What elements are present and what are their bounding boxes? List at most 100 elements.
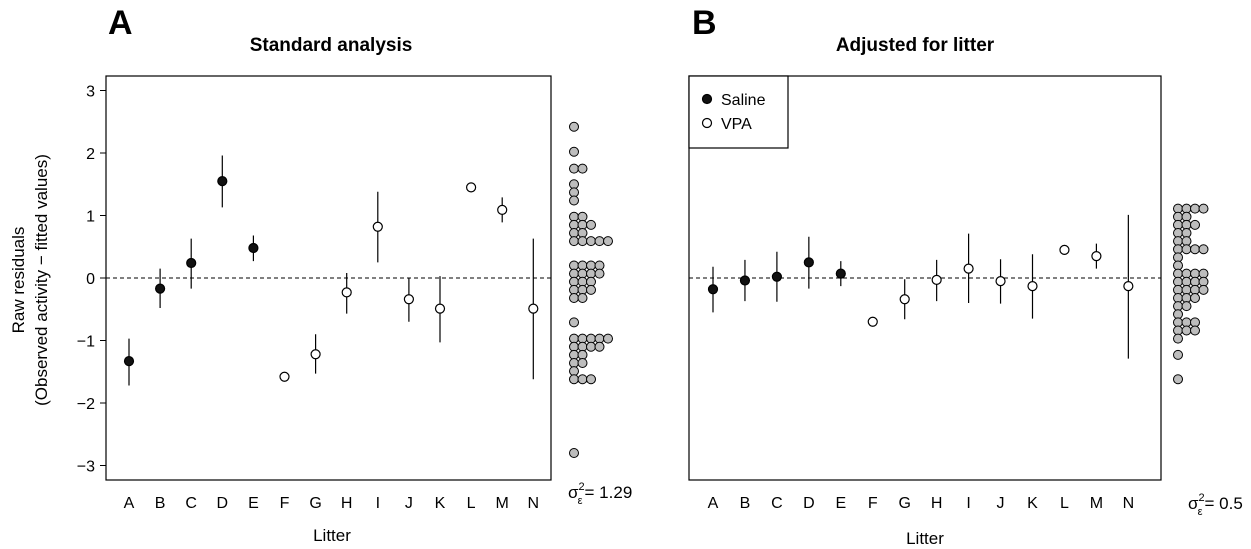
panel-a-xtick-label: G	[309, 495, 321, 512]
panel-a-residual-dot	[594, 236, 605, 247]
panel-b-legend-box	[688, 75, 789, 149]
panel-a-residual-dot	[569, 195, 579, 206]
panel-b-point-saline	[739, 275, 751, 286]
panel-a-residual-dot	[586, 284, 596, 295]
panel-b-residual-dot	[1190, 219, 1200, 230]
panel-a-xtick-label: K	[435, 495, 446, 512]
panel-b-legend-marker-saline	[701, 93, 713, 105]
panel-a-sigma-value: = 1.29	[585, 483, 633, 502]
panel-a-ytick-label: 2	[86, 146, 95, 163]
panel-b-xtick-label: D	[803, 495, 815, 512]
panel-a-xlabel: Litter	[313, 526, 351, 545]
panel-a-point-vpa	[466, 182, 477, 193]
panel-a-residual-dot	[569, 448, 579, 458]
panel-a-residual-dot	[586, 219, 596, 230]
panel-a-point-vpa	[341, 287, 352, 298]
panel-a-ytick-label: 1	[86, 209, 95, 226]
panel-a-point-saline	[217, 176, 228, 187]
panel-a-ytick-label: −1	[77, 334, 95, 351]
panel-b-point-vpa	[963, 263, 974, 274]
panel-b-residual-dot	[1198, 244, 1209, 255]
panel-a-residual-dot	[569, 121, 579, 132]
panel-b-xtick-label: E	[835, 495, 846, 512]
panel-b-xtick-label: M	[1090, 495, 1103, 512]
panel-a-point-vpa	[497, 204, 508, 215]
panel-a-residual-dot	[577, 163, 588, 174]
panel-a-residual-dot	[569, 374, 579, 385]
panel-a-point-saline	[186, 257, 197, 269]
chart-marks: −3 −2 −1 0 1 2 3 A B C D E F G H I J K L M N A B C D E F G H I J K L M N Sa…	[77, 75, 1209, 512]
panel-a-ytick-label: 3	[86, 84, 95, 101]
panel-b-title: Adjusted for litter	[836, 35, 995, 56]
panel-b-point-vpa	[1027, 281, 1038, 292]
panel-a-letter: A	[108, 4, 133, 42]
panel-b-point-saline	[771, 271, 783, 282]
panel-b-xtick-label: L	[1060, 495, 1069, 512]
panel-a-point-saline	[248, 242, 259, 254]
panel-b-point-vpa	[1123, 281, 1134, 292]
panel-b-residual-dot	[1198, 284, 1209, 295]
panel-a-residual-dot	[577, 293, 588, 303]
panel-a-point-saline	[155, 283, 166, 294]
panel-b-xtick-label: B	[740, 495, 751, 512]
panel-b-xtick-label: J	[997, 495, 1005, 512]
panel-b-legend-marker-vpa	[701, 117, 713, 129]
panel-b-residual-dot	[1190, 203, 1200, 214]
panel-b-legend-label: Saline	[721, 92, 766, 109]
panel-b-point-vpa	[931, 274, 942, 285]
panel-a-residual-dot	[569, 236, 579, 247]
panel-b-xtick-label: G	[898, 495, 910, 512]
panel-a-sigma-label: σ2 ε = 1.29	[568, 481, 632, 507]
panel-a-xtick-label: A	[124, 495, 135, 512]
panel-b-xtick-label: N	[1123, 495, 1135, 512]
panel-b-legend-label: VPA	[721, 116, 752, 133]
panel-b-residual-dot	[1190, 325, 1200, 336]
panel-a-residual-dot	[603, 333, 613, 344]
panel-a-xtick-label: I	[376, 495, 380, 512]
panel-b-residual-dot	[1190, 293, 1200, 303]
panel-a-residual-dot	[586, 236, 596, 247]
panel-b-point-vpa	[867, 316, 878, 327]
panel-b-xtick-label: I	[966, 495, 970, 512]
panel-b-residual-dot	[1190, 244, 1200, 255]
panel-a-xtick-label: B	[155, 495, 166, 512]
panel-a-ylabel-line2: (Observed activity − fitted values)	[32, 154, 51, 406]
panel-a-residual-dot	[594, 268, 605, 279]
panel-a-xtick-label: C	[185, 495, 197, 512]
panel-b-letter: B	[692, 4, 717, 42]
panel-a-point-vpa	[310, 349, 321, 360]
panel-b-residual-dot	[1181, 325, 1192, 336]
panel-a-residual-dot	[577, 236, 588, 247]
panel-b-point-vpa	[899, 294, 910, 305]
panel-a-point-vpa	[528, 303, 539, 314]
panel-b-xtick-label: F	[868, 495, 878, 512]
panel-b-point-saline	[835, 268, 846, 279]
panel-a-point-vpa	[372, 221, 383, 232]
panel-a-xtick-label: F	[280, 495, 290, 512]
panel-b-sigma-label: σ2 ε = 0.5	[1188, 492, 1243, 518]
panel-a-residual-dot	[586, 341, 596, 352]
panel-a-ytick-label: −3	[77, 459, 95, 476]
panel-a-xtick-label: M	[496, 495, 509, 512]
panel-b-sigma-value: = 0.5	[1205, 494, 1243, 513]
panel-b-xlabel: Litter	[906, 529, 944, 548]
panel-a-point-vpa	[434, 303, 446, 314]
panel-b-point-vpa	[995, 276, 1006, 287]
panel-a-xtick-label: N	[528, 495, 540, 512]
panel-a-residual-dot	[577, 358, 588, 368]
panel-b-residual-dot	[1173, 349, 1183, 360]
panel-a-residual-dot	[569, 293, 579, 303]
panel-b-point-vpa	[1059, 244, 1070, 255]
panel-a-residual-dot	[569, 317, 579, 328]
panel-a-residual-dot	[569, 146, 579, 157]
panel-a-residual-dot	[594, 341, 605, 352]
panel-b-residual-dot	[1181, 244, 1192, 255]
panel-a-residual-dot	[569, 163, 579, 174]
panel-a-xtick-label: L	[467, 495, 476, 512]
panel-a-point-vpa	[403, 294, 414, 305]
panel-b-point-saline	[707, 284, 719, 295]
panel-a-residual-dot	[603, 236, 613, 247]
panel-a-residual-dot	[586, 374, 596, 385]
panel-a-point-saline	[123, 356, 135, 367]
